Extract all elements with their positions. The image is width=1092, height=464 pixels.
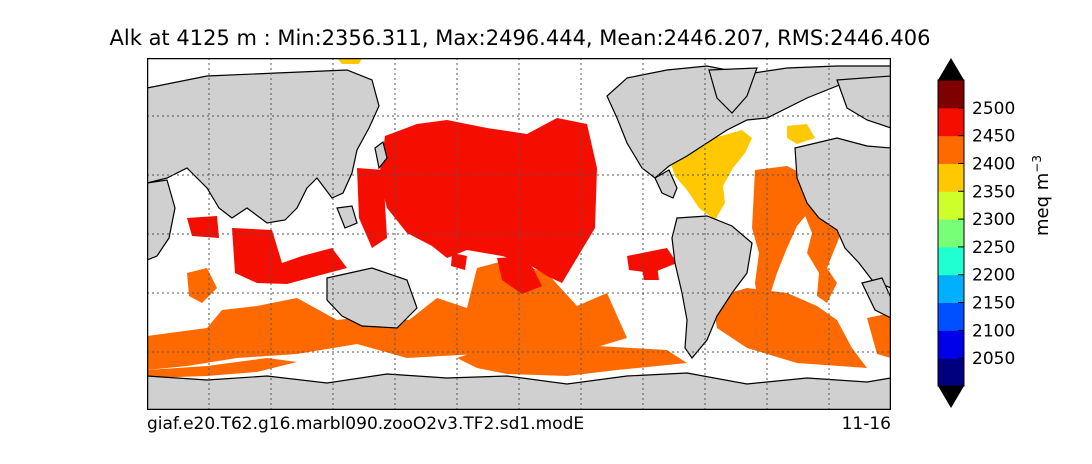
colorbar-tick-label: 2050 bbox=[972, 349, 1015, 369]
colorbar-unit-label: meq m−3 bbox=[1030, 155, 1053, 236]
map-gridlines bbox=[147, 58, 891, 410]
colorbar-outline bbox=[937, 79, 965, 387]
colorbar-segment bbox=[938, 107, 964, 137]
colorbar-tick-label: 2500 bbox=[972, 99, 1015, 119]
unit-text: meq m bbox=[1032, 172, 1053, 236]
colorbar-segment bbox=[938, 246, 964, 276]
colorbar-tick-label: 2450 bbox=[972, 127, 1015, 147]
colorbar-segment bbox=[938, 219, 964, 248]
colorbar-extend-max-arrow bbox=[938, 58, 964, 80]
colorbar-tick-label: 2250 bbox=[972, 238, 1015, 258]
colorbar-tick-label: 2200 bbox=[972, 266, 1015, 286]
colorbar-segment bbox=[938, 358, 964, 387]
colorbar-segment bbox=[938, 274, 964, 304]
colorbar-tick-label: 2400 bbox=[972, 154, 1015, 174]
colorbar-tick-label: 2300 bbox=[972, 210, 1015, 230]
alkalinity-field-2450-2500 bbox=[187, 118, 677, 294]
case-name-label: giaf.e20.T62.g16.marbl090.zooO2v3.TF2.sd… bbox=[147, 414, 585, 434]
land-masses bbox=[147, 65, 891, 410]
colorbar-tick-label: 2100 bbox=[972, 321, 1015, 341]
plot-title: Alk at 4125 m : Min:2356.311, Max:2496.4… bbox=[109, 26, 931, 50]
map-frame bbox=[147, 58, 891, 410]
colorbar: 2050 2100 2150 2200 2250 2300 2350 2400 2450 2500 bbox=[930, 50, 1070, 420]
colorbar-segment bbox=[938, 163, 964, 192]
map-svg bbox=[147, 58, 891, 410]
colorbar-segment bbox=[938, 330, 964, 359]
map-panel bbox=[147, 58, 891, 410]
unit-exponent: −3 bbox=[1030, 155, 1044, 173]
colorbar-segment bbox=[938, 302, 964, 331]
colorbar-extend-min-arrow bbox=[938, 386, 964, 408]
colorbar-tick-label: 2350 bbox=[972, 182, 1015, 202]
colorbar-segment bbox=[938, 135, 964, 164]
colorbar-svg: 2050 2100 2150 2200 2250 2300 2350 2400 2450 2500 bbox=[937, 58, 1015, 408]
colorbar-segment bbox=[938, 191, 964, 220]
date-label: 11-16 bbox=[841, 414, 891, 434]
colorbar-tick-label: 2150 bbox=[972, 294, 1015, 314]
colorbar-segment bbox=[938, 80, 964, 109]
